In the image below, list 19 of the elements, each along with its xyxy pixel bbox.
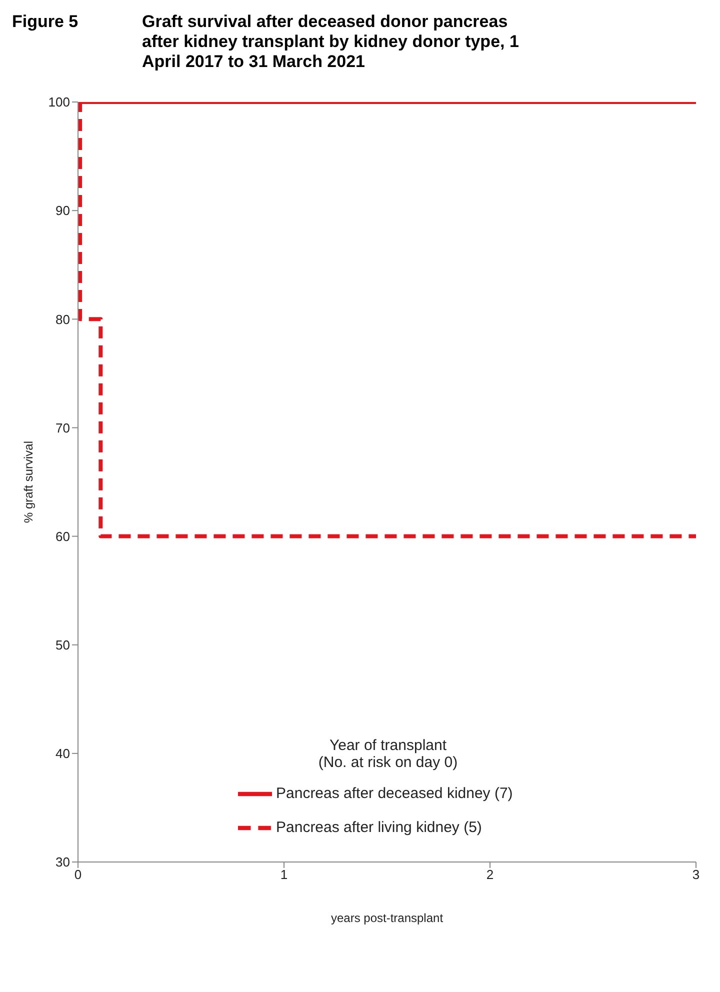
y-tick-label: 70 [56,420,70,436]
chart-subtitle: Graft survival after deceased donor pancreas after kidney transplant by kidney donor type, 1 April 2017 to 31 March 2021 [142,12,520,72]
legend-label: Pancreas after living kidney (5) [276,818,482,836]
y-tick-label: 60 [56,528,70,544]
x-tick-label: 1 [280,867,288,882]
y-tick-label: 30 [56,854,70,870]
y-axis-title: % graft survival [21,440,36,524]
y-tick-label: 90 [56,203,70,218]
y-tick-label: 40 [56,746,70,762]
y-tick-label: 50 [56,637,70,652]
y-tick-label: 100 [48,94,70,110]
y-tick-label: 80 [56,312,70,327]
x-tick-label: 0 [74,867,82,882]
x-tick-label: 2 [486,867,494,882]
legend-title: Year of transplant (No. at risk on day 0) [318,737,458,771]
x-axis-title: years post-transplant [330,911,444,925]
legend-label: Pancreas after deceased kidney (7) [276,784,513,802]
chart-title: Figure 5 [12,12,80,33]
x-tick-label: 3 [692,867,700,882]
